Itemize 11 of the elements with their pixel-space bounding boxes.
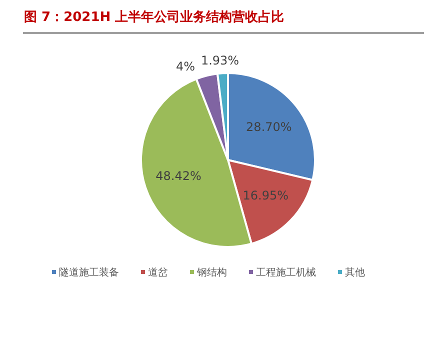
chart-title: 图 7：2021H 上半年公司业务结构营收占比 <box>24 9 284 25</box>
data-label: 48.42% <box>156 168 202 183</box>
legend-label: 工程施工机械 <box>256 266 316 279</box>
data-label: 1.93% <box>200 53 240 68</box>
legend-label: 道岔 <box>148 266 168 279</box>
legend-label: 其他 <box>345 266 365 279</box>
data-label: 16.95% <box>242 188 289 202</box>
data-label: 28.70% <box>246 120 292 134</box>
legend-label: 隧道施工装备 <box>59 266 119 279</box>
legend-label: 钢结构 <box>196 266 227 279</box>
data-label: 4% <box>176 59 195 74</box>
